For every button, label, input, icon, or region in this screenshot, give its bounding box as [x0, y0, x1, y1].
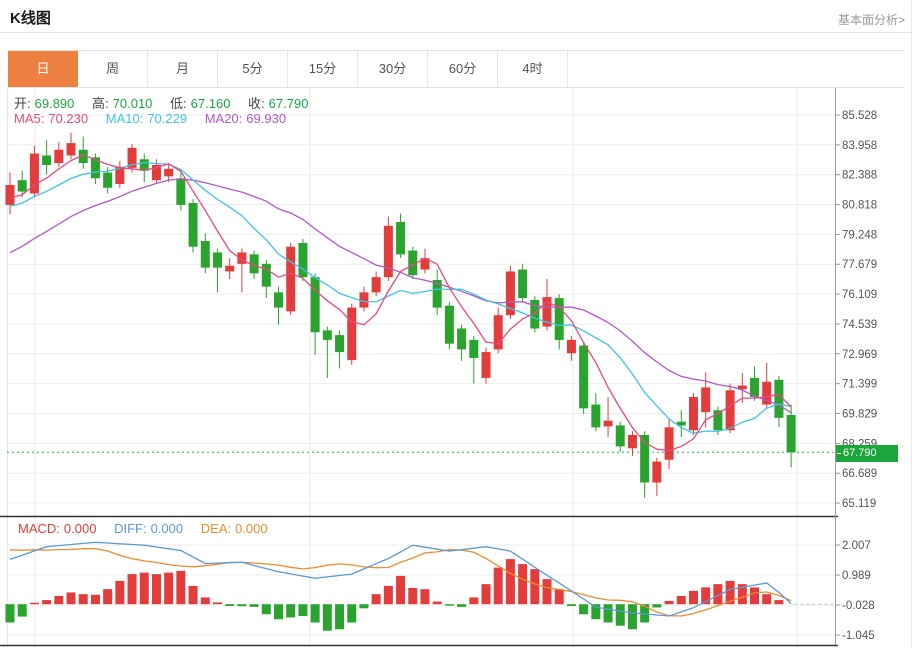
open-value: 69.890 — [34, 96, 75, 111]
header-divider — [0, 32, 912, 33]
macd-value: 0.000 — [63, 521, 97, 536]
page-title: K线图 — [10, 10, 51, 27]
price-tick-2: 82.388 — [842, 170, 877, 182]
tab-60min[interactable]: 60分 — [428, 51, 498, 87]
tab-5min[interactable]: 5分 — [218, 51, 288, 87]
tab-4hour[interactable]: 4时 — [498, 51, 568, 87]
price-tick-9: 71.399 — [842, 379, 877, 391]
open-label: 开: — [14, 96, 31, 111]
high-label: 高: — [92, 96, 109, 111]
tab-30min[interactable]: 30分 — [358, 51, 428, 87]
price-tick-8: 72.969 — [842, 349, 877, 361]
ohlc-row: 开: 69.890 高: 70.010 低: 67.160 收: 67.790 — [14, 93, 312, 112]
ma10-value: 70.229 — [147, 111, 188, 126]
tab-week[interactable]: 周 — [78, 51, 148, 87]
fundamental-analysis-link[interactable]: 基本面分析> — [837, 13, 905, 27]
current-price-badge: 67.790 — [836, 445, 898, 462]
ma5-label: MA5: — [14, 111, 45, 126]
price-tick-1: 83.958 — [842, 140, 877, 152]
candles-group — [5, 132, 796, 498]
ma5-value: 70.230 — [48, 111, 89, 126]
price-tick-13: 65.119 — [842, 498, 876, 510]
diff-line — [9, 541, 792, 617]
high-value: 70.010 — [112, 96, 153, 111]
price-tick-0: 85.528 — [842, 110, 877, 122]
price-tick-12: 66.689 — [842, 468, 877, 480]
tab-day[interactable]: 日 — [8, 51, 78, 87]
price-tick-10: 69.829 — [842, 409, 877, 421]
main-gridlines — [7, 114, 835, 504]
ma20-label: MA20: — [204, 111, 243, 126]
dea-line — [9, 547, 792, 617]
ma10-line — [9, 161, 792, 434]
price-tick-4: 79.248 — [842, 229, 877, 241]
tab-month[interactable]: 月 — [148, 51, 218, 87]
dea-label: DEA: — [200, 521, 232, 536]
ma5-line — [9, 154, 792, 452]
macd-tick-2: -0.028 — [842, 600, 875, 612]
dea-value: 0.000 — [235, 521, 268, 536]
vertical-gridlines — [34, 88, 798, 645]
diff-value: 0.000 — [150, 521, 184, 536]
close-value: 67.790 — [268, 96, 309, 111]
ma20-value: 69.930 — [246, 111, 287, 126]
period-tabbar: 日 周 月 5分 15分 30分 60分 4时 — [8, 50, 904, 88]
price-tick-3: 80.818 — [842, 200, 877, 212]
macd-row: MACD: 0.000 DIFF: 0.000 DEA: 0.000 — [18, 521, 272, 536]
low-value: 67.160 — [190, 96, 231, 111]
tab-15min[interactable]: 15分 — [288, 51, 358, 87]
price-tick-5: 77.679 — [842, 259, 877, 271]
macd-histogram — [5, 559, 784, 631]
macd-tick-1: 0.989 — [842, 570, 871, 582]
price-tick-7: 74.539 — [842, 319, 877, 331]
close-label: 收: — [248, 96, 265, 111]
low-label: 低: — [170, 96, 187, 111]
macd-label: MACD: — [18, 521, 60, 536]
ma-row: MA5: 70.230 MA10: 70.229 MA20: 69.930 — [14, 111, 290, 126]
macd-tick-0: 2.007 — [842, 540, 871, 552]
macd-tick-3: -1.045 — [842, 630, 875, 642]
diff-label: DIFF: — [114, 521, 147, 536]
price-tick-6: 76.109 — [842, 289, 877, 301]
ma10-label: MA10: — [105, 111, 144, 126]
